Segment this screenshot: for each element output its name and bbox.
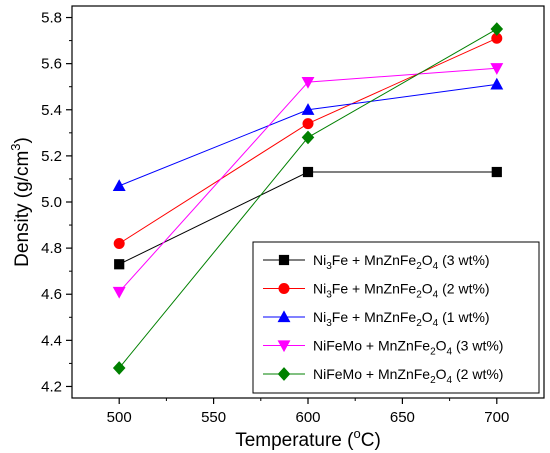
legend-label-part: Ni (313, 309, 326, 325)
legend-label-part: Ni (313, 281, 326, 297)
legend-label-subscript: 4 (433, 261, 439, 272)
y-axis-title-main: Density (g/cm (12, 151, 33, 267)
legend-label-subscript: 3 (326, 318, 332, 329)
legend-label-part: Ni (313, 252, 326, 268)
data-point (112, 286, 126, 299)
legend-label: NiFeMo + MnZnFe2O4 (2 wt%) (313, 366, 503, 386)
legend-label-subscript: 3 (326, 261, 332, 272)
legend-label-part: Fe + MnZnFe (332, 252, 417, 268)
legend-label-part: Fe + MnZnFe (332, 309, 417, 325)
x-tick-label: 700 (484, 409, 509, 426)
x-tick-label: 550 (201, 409, 226, 426)
legend-label-part: O (436, 366, 447, 382)
legend-label-part: NiFeMo + MnZnFe (313, 366, 430, 382)
data-point (302, 166, 314, 178)
legend-label-part: (1 wt%) (438, 309, 489, 325)
y-tick-label: 4.4 (41, 332, 62, 349)
series-4 (112, 63, 504, 299)
legend-label-part: O (436, 338, 447, 354)
legend-marker (277, 340, 291, 353)
series-2 (113, 32, 503, 250)
legend-label: NiFeMo + MnZnFe2O4 (3 wt%) (313, 338, 503, 358)
legend-label: Ni3Fe + MnZnFe2O4 (2 wt%) (313, 281, 490, 301)
data-point (490, 77, 504, 90)
legend-entry-3: Ni3Fe + MnZnFe2O4 (1 wt%) (263, 309, 490, 329)
legend-label-subscript: 4 (433, 290, 439, 301)
y-tick-label: 5.0 (41, 194, 62, 211)
legend-label-subscript: 2 (430, 347, 436, 358)
x-axis-title: Temperature (oC) (235, 426, 381, 451)
legend-label-part: (2 wt%) (452, 366, 503, 382)
legend-label-part: NiFeMo + MnZnFe (313, 338, 430, 354)
legend-marker (277, 310, 291, 323)
legend-label-subscript: 4 (447, 347, 453, 358)
data-point (490, 22, 504, 36)
legend-label-part: Fe + MnZnFe (332, 281, 417, 297)
legend-label-part: (2 wt%) (438, 281, 489, 297)
x-axis-title-tail: C) (361, 430, 381, 451)
series-3 (112, 77, 504, 191)
legend-label-subscript: 3 (326, 290, 332, 301)
y-tick-label: 5.4 (41, 102, 62, 119)
data-point (301, 130, 315, 145)
legend-label-subscript: 4 (433, 318, 439, 329)
legend-marker (277, 367, 291, 381)
legend-entry-2: Ni3Fe + MnZnFe2O4 (2 wt%) (263, 281, 490, 301)
y-axis-title: Density (g/cm3) (8, 137, 33, 267)
data-point (114, 259, 125, 270)
legend-entry-5: NiFeMo + MnZnFe2O4 (2 wt%) (263, 366, 503, 386)
data-point (112, 179, 126, 191)
legend-marker (278, 283, 290, 294)
legend-label-subscript: 2 (416, 318, 422, 329)
axis-ticks: 500 550 600 650 700 4.2 4.4 4.6 4.8 5.0 5.2 5.4 5.6 5… (41, 10, 509, 426)
data-point (302, 118, 314, 130)
legend-label-part: (3 wt%) (438, 252, 489, 268)
data-point (112, 361, 126, 375)
legend-label: Ni3Fe + MnZnFe2O4 (3 wt%) (313, 252, 490, 272)
series-1 (114, 166, 502, 270)
legend-label-subscript: 4 (447, 375, 453, 386)
legend-label-part: O (422, 281, 433, 297)
legend-label-part: (3 wt%) (452, 338, 503, 354)
y-tick-label: 5.6 (41, 56, 62, 73)
legend-label: Ni3Fe + MnZnFe2O4 (1 wt%) (313, 309, 490, 329)
legend-label-subscript: 2 (430, 375, 436, 386)
series-layer (112, 22, 504, 375)
y-axis-title-sup: 3 (8, 143, 23, 150)
legend: Ni3Fe + MnZnFe2O4 (3 wt%)Ni3Fe + MnZnFe2… (252, 241, 540, 394)
y-tick-label: 5.8 (41, 10, 62, 27)
data-point (490, 63, 504, 75)
legend-entry-1: Ni3Fe + MnZnFe2O4 (3 wt%) (263, 252, 490, 272)
data-point (301, 76, 315, 89)
data-point (113, 238, 125, 250)
y-axis-title-tail: ) (12, 137, 33, 143)
legend-marker (278, 254, 290, 266)
y-tick-label: 5.2 (41, 148, 62, 165)
data-point (301, 103, 315, 115)
data-point (491, 166, 502, 178)
series-5 (112, 22, 504, 375)
y-tick-label: 4.2 (41, 378, 62, 395)
y-tick-label: 4.6 (41, 286, 62, 303)
legend-label-subscript: 2 (416, 261, 422, 272)
legend-entry-4: NiFeMo + MnZnFe2O4 (3 wt%) (263, 338, 503, 358)
y-tick-label: 4.8 (41, 240, 62, 257)
legend-label-part: O (422, 252, 433, 268)
x-tick-label: 500 (107, 409, 132, 426)
x-axis-title-sup: o (353, 426, 360, 441)
x-tick-label: 650 (390, 409, 415, 426)
legend-label-part: O (422, 309, 433, 325)
legend-label-subscript: 2 (416, 290, 422, 301)
x-tick-label: 600 (295, 409, 320, 426)
x-axis-title-main: Temperature ( (235, 430, 354, 451)
